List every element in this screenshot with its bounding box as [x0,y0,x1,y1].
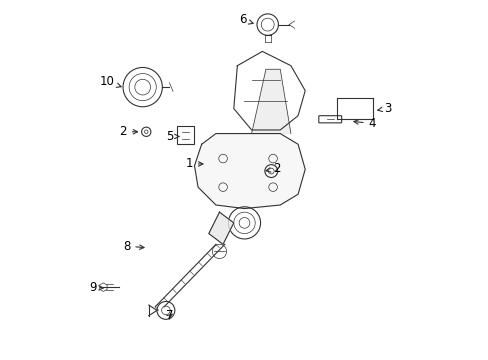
Text: 5: 5 [165,130,179,143]
Polygon shape [194,134,305,208]
Text: 4: 4 [353,117,375,130]
Text: 2: 2 [119,125,137,138]
Text: 10: 10 [100,75,121,88]
Polygon shape [251,69,290,134]
Text: 3: 3 [377,102,390,115]
Text: 2: 2 [265,162,280,175]
Text: 6: 6 [239,13,253,27]
Polygon shape [208,212,233,244]
Text: 9: 9 [89,282,103,294]
Text: 8: 8 [122,240,144,253]
Bar [176,126,194,144]
Text: 7: 7 [166,309,174,322]
Text: 1: 1 [185,157,203,170]
